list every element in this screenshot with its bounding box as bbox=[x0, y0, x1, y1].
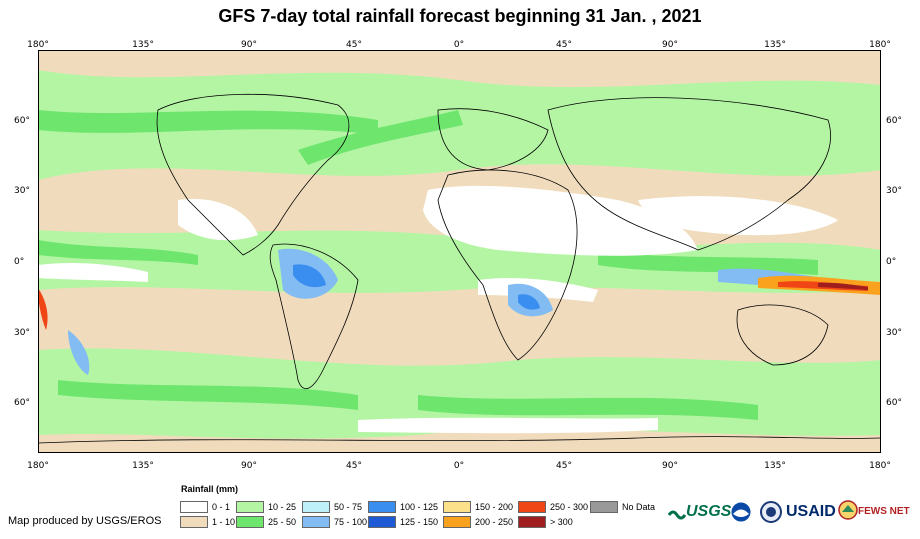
legend-item: > 300 bbox=[518, 516, 573, 528]
asia-outline bbox=[547, 97, 831, 251]
lat-tick-label: 60° bbox=[14, 116, 30, 126]
legend-swatch bbox=[518, 501, 546, 513]
legend-swatch bbox=[180, 516, 208, 528]
legend-swatch bbox=[518, 516, 546, 528]
antarctica-outline bbox=[38, 436, 881, 444]
europe-outline bbox=[437, 108, 549, 171]
australia-outline bbox=[736, 304, 829, 366]
legend-title: Rainfall (mm) bbox=[181, 484, 239, 494]
lon-tick-label: 45° bbox=[346, 40, 362, 50]
legend-label: > 300 bbox=[550, 517, 573, 527]
lon-tick-label: 90° bbox=[662, 40, 678, 50]
lat-tick-label: 0° bbox=[14, 257, 25, 267]
lon-tick-label: 90° bbox=[662, 461, 678, 471]
legend-swatch bbox=[368, 501, 396, 513]
legend-swatch bbox=[443, 516, 471, 528]
legend-swatch bbox=[236, 516, 264, 528]
legend-label: 1 - 10 bbox=[212, 517, 236, 527]
legend-label: 100 - 125 bbox=[400, 502, 439, 512]
dept-interior-seal-icon bbox=[760, 501, 782, 529]
legend-swatch bbox=[180, 501, 208, 513]
legend-item: No Data bbox=[590, 501, 655, 513]
lat-tick-label: 0° bbox=[886, 257, 897, 267]
lat-tick-label: 30° bbox=[886, 186, 902, 196]
legend-label: 75 - 100 bbox=[334, 517, 368, 527]
legend-swatch bbox=[443, 501, 471, 513]
legend-item: 125 - 150 bbox=[368, 516, 438, 528]
legend-label: 150 - 200 bbox=[475, 502, 514, 512]
legend-item: 200 - 250 bbox=[443, 516, 513, 528]
africa-outline bbox=[437, 169, 578, 361]
map-credit: Map produced by USGS/EROS bbox=[8, 515, 162, 527]
legend-swatch bbox=[236, 501, 264, 513]
north-america-outline bbox=[156, 93, 350, 256]
lat-tick-label: 30° bbox=[14, 328, 30, 338]
rain-heavy-areas bbox=[38, 275, 881, 330]
lon-tick-label: 45° bbox=[556, 461, 572, 471]
legend-item: 10 - 25 bbox=[236, 501, 296, 513]
legend-label: 250 - 300 bbox=[550, 502, 589, 512]
fews-net-logo-icon: FEWS NET bbox=[838, 500, 916, 528]
legend-swatch bbox=[590, 501, 618, 513]
map-title: GFS 7-day total rainfall forecast beginn… bbox=[218, 6, 702, 26]
rain-0-1-regions bbox=[38, 185, 838, 434]
legend-swatch bbox=[302, 516, 330, 528]
lon-tick-label: 180° bbox=[27, 461, 49, 471]
noaa-logo-icon bbox=[730, 501, 752, 529]
lat-tick-label: 30° bbox=[886, 328, 902, 338]
legend-item: 25 - 50 bbox=[236, 516, 296, 528]
legend-label: 200 - 250 bbox=[475, 517, 514, 527]
legend-item: 0 - 1 bbox=[180, 501, 230, 513]
legend-label: 125 - 150 bbox=[400, 517, 439, 527]
lon-tick-label: 90° bbox=[241, 40, 257, 50]
legend-label: 10 - 25 bbox=[268, 502, 297, 512]
legend-label: 0 - 1 bbox=[212, 502, 231, 512]
legend-item: 1 - 10 bbox=[180, 516, 235, 528]
rain-100-125-areas bbox=[293, 264, 540, 310]
continent-outlines bbox=[38, 93, 881, 444]
usaid-logo-text: USAID bbox=[786, 503, 836, 520]
lon-tick-label: 45° bbox=[556, 40, 572, 50]
rainfall-map bbox=[38, 50, 881, 453]
south-america-outline bbox=[269, 243, 359, 390]
legend-item: 150 - 200 bbox=[443, 501, 513, 513]
legend-label: 50 - 75 bbox=[334, 502, 363, 512]
lon-tick-label: 180° bbox=[869, 40, 891, 50]
lon-tick-label: 135° bbox=[132, 461, 154, 471]
legend-item: 100 - 125 bbox=[368, 501, 438, 513]
usgs-logo-text: USGS bbox=[686, 503, 732, 521]
legend-label: No Data bbox=[622, 502, 656, 512]
legend-swatch bbox=[368, 516, 396, 528]
legend-swatch bbox=[302, 501, 330, 513]
usaid-logo-icon: USAID bbox=[786, 503, 836, 531]
lon-tick-label: 135° bbox=[132, 40, 154, 50]
usgs-logo-icon: USGS bbox=[667, 503, 732, 531]
lon-tick-label: 90° bbox=[241, 461, 257, 471]
lon-tick-label: 0° bbox=[453, 40, 465, 50]
legend-item: 75 - 100 bbox=[302, 516, 367, 528]
lon-tick-label: 180° bbox=[27, 40, 49, 50]
map-frame bbox=[38, 50, 881, 453]
lat-tick-label: 60° bbox=[14, 398, 30, 408]
fews-net-logo-text: FEWS NET bbox=[858, 506, 910, 518]
rain-25-50-streaks bbox=[38, 110, 818, 420]
lat-tick-label: 60° bbox=[886, 116, 902, 126]
lat-tick-label: 60° bbox=[886, 398, 902, 408]
lon-tick-label: 45° bbox=[346, 461, 362, 471]
legend-item: 250 - 300 bbox=[518, 501, 588, 513]
lon-tick-label: 135° bbox=[764, 40, 786, 50]
lon-tick-label: 0° bbox=[453, 461, 465, 471]
legend-label: 25 - 50 bbox=[268, 517, 297, 527]
lon-tick-label: 135° bbox=[764, 461, 786, 471]
lat-tick-label: 30° bbox=[14, 186, 30, 196]
legend-item: 50 - 75 bbox=[302, 501, 362, 513]
lon-tick-label: 180° bbox=[869, 461, 891, 471]
